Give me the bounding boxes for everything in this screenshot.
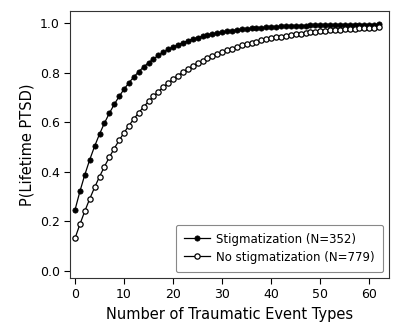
Legend: Stigmatization (N=352), No stigmatization (N=779): Stigmatization (N=352), No stigmatizatio… — [176, 225, 383, 272]
Stigmatization (N=352) — [377, 23, 382, 27]
No stigmatization (N=779) — [166, 81, 170, 85]
Y-axis label: P(Lifetime PTSD): P(Lifetime PTSD) — [19, 83, 34, 206]
Stigmatization (N=352) — [156, 53, 161, 57]
Line: Stigmatization (N=352): Stigmatization (N=352) — [72, 22, 382, 212]
Stigmatization (N=352) — [215, 31, 220, 35]
X-axis label: Number of Traumatic Event Types: Number of Traumatic Event Types — [106, 307, 353, 322]
No stigmatization (N=779) — [377, 25, 382, 29]
No stigmatization (N=779) — [225, 48, 230, 52]
No stigmatization (N=779) — [284, 34, 288, 38]
Stigmatization (N=352) — [284, 24, 288, 28]
No stigmatization (N=779) — [372, 26, 376, 30]
No stigmatization (N=779) — [156, 90, 161, 94]
Stigmatization (N=352) — [225, 29, 230, 33]
No stigmatization (N=779) — [72, 236, 77, 240]
Stigmatization (N=352) — [166, 48, 170, 52]
Line: No stigmatization (N=779): No stigmatization (N=779) — [72, 25, 382, 241]
Stigmatization (N=352) — [72, 208, 77, 212]
Stigmatization (N=352) — [372, 23, 376, 27]
No stigmatization (N=779) — [215, 52, 220, 56]
